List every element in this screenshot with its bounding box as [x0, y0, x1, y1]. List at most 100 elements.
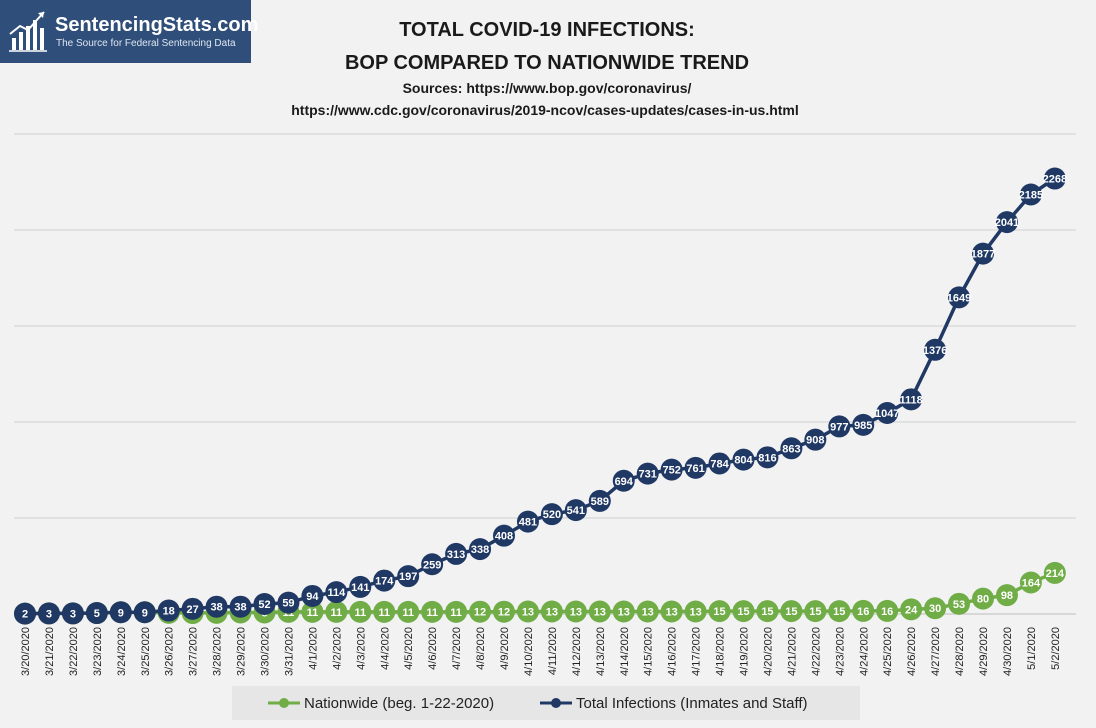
data-point[interactable] — [948, 286, 971, 309]
data-point[interactable] — [804, 428, 827, 451]
data-point[interactable] — [732, 600, 755, 623]
data-label: 908 — [806, 435, 824, 447]
data-point[interactable] — [612, 600, 635, 623]
data-point[interactable] — [564, 499, 587, 522]
legend-item-total-infections[interactable]: Total Infections (Inmates and Staff) — [540, 695, 808, 712]
data-point[interactable] — [924, 338, 947, 361]
data-point[interactable] — [373, 600, 396, 623]
data-point[interactable] — [445, 600, 468, 623]
data-point[interactable] — [301, 600, 324, 623]
data-point[interactable] — [516, 600, 539, 623]
data-point[interactable] — [995, 211, 1018, 234]
x-tick-label: 4/11/2020 — [547, 627, 559, 675]
data-label: 1047 — [875, 408, 899, 420]
data-point[interactable] — [181, 597, 204, 620]
data-point[interactable] — [325, 581, 348, 604]
chart-title-line-2: BOP COMPARED TO NATIONWIDE TREND — [345, 52, 749, 74]
data-point[interactable] — [540, 503, 563, 526]
data-point[interactable] — [756, 446, 779, 469]
data-point[interactable] — [684, 600, 707, 623]
data-label: 1376 — [923, 345, 947, 357]
data-point[interactable] — [277, 591, 300, 614]
data-point[interactable] — [253, 593, 276, 616]
data-point[interactable] — [157, 599, 180, 622]
data-point[interactable] — [1043, 167, 1066, 190]
data-point[interactable] — [780, 437, 803, 460]
data-point[interactable] — [421, 553, 444, 576]
data-point[interactable] — [708, 600, 731, 623]
data-point[interactable] — [516, 510, 539, 533]
data-point[interactable] — [397, 565, 420, 588]
data-point[interactable] — [588, 489, 611, 512]
data-point[interactable] — [780, 600, 803, 623]
data-point[interactable] — [636, 600, 659, 623]
x-tick-label: 4/24/2020 — [858, 627, 870, 676]
data-point[interactable] — [493, 600, 515, 623]
data-point[interactable] — [756, 600, 779, 623]
data-point[interactable] — [804, 600, 827, 623]
data-point[interactable] — [397, 600, 420, 623]
data-point[interactable] — [1019, 571, 1042, 594]
data-point[interactable] — [109, 601, 132, 624]
data-label: 24 — [905, 604, 918, 616]
data-point[interactable] — [133, 601, 156, 624]
data-label: 30 — [929, 603, 941, 615]
data-point[interactable] — [732, 448, 755, 471]
data-point[interactable] — [924, 597, 947, 620]
data-point[interactable] — [349, 600, 372, 623]
data-point[interactable] — [1043, 561, 1066, 584]
data-point[interactable] — [636, 462, 659, 485]
data-point[interactable] — [373, 569, 396, 592]
data-point[interactable] — [588, 600, 611, 623]
data-point[interactable] — [995, 584, 1018, 607]
data-point[interactable] — [469, 538, 492, 561]
data-point[interactable] — [469, 600, 492, 623]
data-point[interactable] — [900, 598, 923, 621]
data-point[interactable] — [1019, 183, 1042, 206]
data-label: 863 — [782, 443, 800, 455]
data-point[interactable] — [876, 401, 899, 424]
data-point[interactable] — [972, 242, 994, 265]
x-tick-label: 4/27/2020 — [930, 627, 942, 676]
x-tick-label: 4/6/2020 — [427, 627, 439, 670]
data-point[interactable] — [900, 388, 923, 411]
data-point[interactable] — [540, 600, 563, 623]
data-point[interactable] — [564, 600, 587, 623]
data-point[interactable] — [660, 458, 683, 481]
data-point[interactable] — [205, 595, 228, 618]
data-point[interactable] — [445, 542, 468, 565]
data-label: 259 — [423, 559, 441, 571]
data-label: 59 — [282, 598, 294, 610]
data-label: 1118 — [900, 394, 923, 406]
brand-logo[interactable]: SentencingStats.com The Source for Feder… — [0, 0, 258, 63]
data-point[interactable] — [876, 599, 899, 622]
data-point[interactable] — [14, 602, 36, 625]
data-point[interactable] — [612, 469, 635, 492]
data-point[interactable] — [708, 452, 731, 475]
legend-item-nationwide[interactable]: Nationwide (beg. 1-22-2020) — [268, 695, 494, 712]
data-point[interactable] — [349, 575, 372, 598]
data-point[interactable] — [852, 599, 875, 622]
x-tick-label: 3/20/2020 — [20, 627, 32, 676]
data-point[interactable] — [828, 415, 851, 438]
data-point[interactable] — [325, 600, 348, 623]
data-point[interactable] — [61, 602, 84, 625]
data-point[interactable] — [852, 413, 875, 436]
data-point[interactable] — [828, 600, 851, 623]
data-point[interactable] — [37, 602, 60, 625]
data-point[interactable] — [85, 602, 108, 625]
x-tick-label: 3/24/2020 — [116, 627, 128, 676]
x-tick-label: 4/16/2020 — [667, 627, 679, 676]
x-tick-label: 4/15/2020 — [643, 627, 655, 676]
data-point[interactable] — [301, 584, 324, 607]
data-point[interactable] — [493, 524, 515, 547]
data-point[interactable] — [229, 595, 252, 618]
data-point[interactable] — [684, 456, 707, 479]
data-point[interactable] — [421, 600, 444, 623]
data-point[interactable] — [972, 587, 994, 610]
data-point[interactable] — [948, 592, 971, 615]
data-label: 11 — [450, 607, 462, 619]
data-point[interactable] — [660, 600, 683, 623]
